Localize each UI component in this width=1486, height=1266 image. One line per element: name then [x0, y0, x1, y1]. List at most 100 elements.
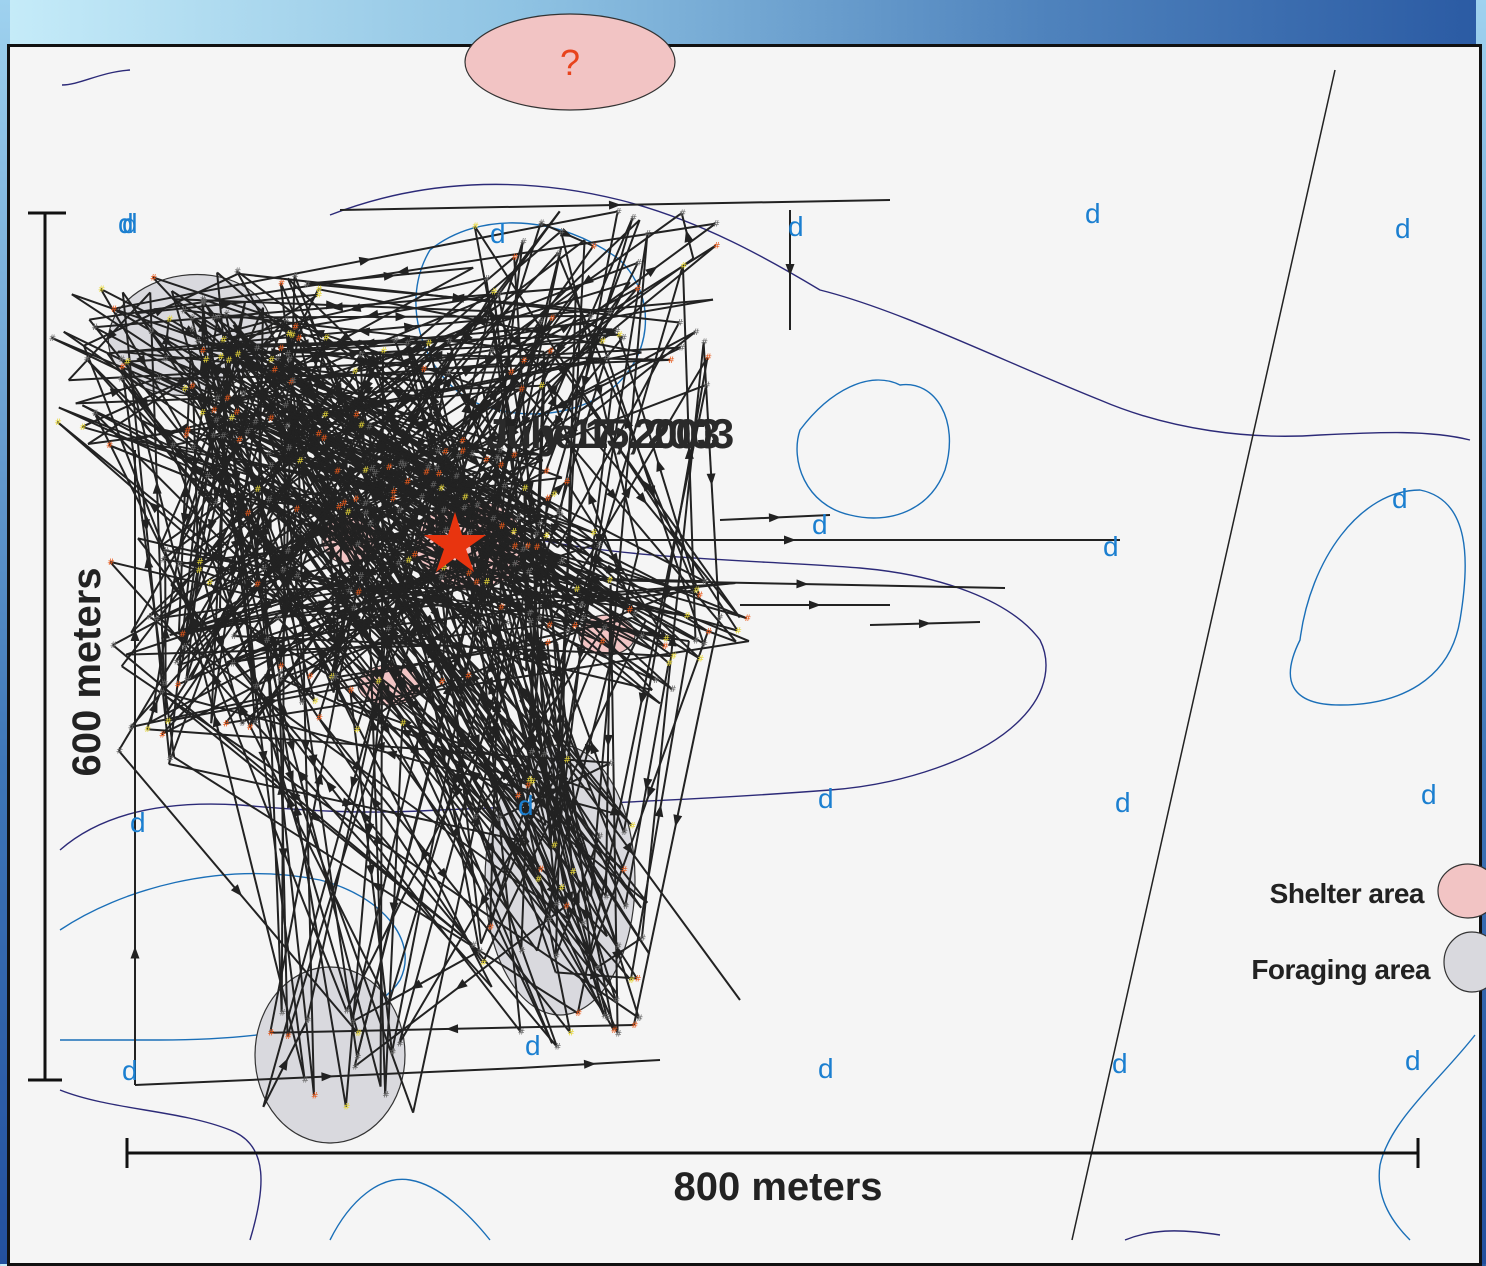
gps-fix-mark: #	[252, 718, 260, 728]
gps-fix-mark: #	[713, 220, 721, 230]
gps-fix-mark: #	[190, 444, 198, 454]
legend-shelter-label: Shelter area	[1270, 878, 1425, 909]
gps-fix-mark: #	[666, 659, 674, 669]
movement-tracks	[51, 199, 1120, 1114]
gps-fix-mark: #	[167, 755, 175, 765]
gps-fix-mark: #	[204, 472, 212, 482]
gps-fix-mark: #	[229, 660, 237, 670]
track-arrowhead	[403, 322, 417, 332]
gps-fix-mark: #	[529, 778, 537, 788]
gps-fix-mark: #	[354, 540, 362, 550]
gps-fix-mark: #	[555, 506, 563, 516]
track-arrowhead	[468, 568, 482, 578]
track-arrowhead	[401, 715, 412, 729]
track-arrowhead	[180, 485, 190, 498]
gps-fix-mark: #	[549, 314, 557, 324]
gps-fix-mark: #	[541, 750, 549, 760]
gps-fix-mark: #	[536, 614, 544, 624]
gps-fix-mark: #	[124, 358, 132, 368]
track-arrowhead	[658, 631, 672, 642]
gps-fix-mark: #	[684, 612, 692, 622]
gps-fix-mark: #	[520, 237, 528, 247]
gps-fix-mark: #	[106, 441, 114, 451]
gps-fix-mark: #	[601, 624, 609, 634]
gps-fix-mark: #	[312, 697, 320, 707]
legend-foraging-swatch	[1443, 931, 1486, 993]
track-arrowhead	[768, 513, 781, 523]
track-arrowhead	[467, 397, 478, 411]
gps-fix-mark: #	[462, 493, 470, 503]
track-arrowhead	[130, 946, 140, 959]
gps-fix-mark: #	[184, 426, 192, 436]
gps-fix-mark: #	[628, 976, 636, 986]
track-arrowhead	[198, 362, 211, 373]
gps-fix-mark: #	[350, 604, 358, 614]
gps-fix-mark: #	[606, 576, 614, 586]
gps-fix-mark: #	[703, 381, 711, 391]
gps-fix-mark: #	[234, 350, 242, 360]
track-arrowhead	[380, 638, 393, 648]
track-arrowhead	[438, 748, 447, 762]
gps-fix-mark: #	[389, 1048, 397, 1058]
gps-fix-mark: #	[277, 675, 285, 685]
track-arrowhead	[400, 395, 413, 405]
track-arrowhead	[194, 466, 206, 479]
track-arrowhead	[333, 591, 343, 605]
track-arrowhead	[588, 491, 597, 505]
gps-fix-mark: #	[511, 560, 519, 570]
gps-fix-mark: #	[705, 353, 713, 363]
gps-fix-mark: #	[679, 209, 687, 219]
track-arrowhead	[470, 812, 480, 825]
gps-fix-mark: #	[621, 865, 629, 875]
gps-fix-mark: #	[496, 290, 504, 300]
gps-fix-mark: #	[483, 455, 491, 465]
gps-fix-mark: #	[696, 591, 704, 601]
gps-fix-mark: #	[225, 356, 233, 366]
gps-fix-mark: #	[297, 456, 305, 466]
gps-fix-mark: #	[526, 609, 534, 619]
gps-fix-mark: #	[346, 587, 354, 597]
unknown-area-bubble	[464, 13, 676, 111]
gps-fix-mark: #	[118, 355, 126, 365]
track-arrowhead	[371, 882, 384, 893]
track-arrowhead	[351, 760, 365, 772]
legend: Shelter area Foraging area	[1251, 863, 1486, 993]
gps-fix-mark: #	[558, 884, 566, 894]
track-arrowhead	[365, 864, 375, 877]
track-arrowhead	[278, 1058, 288, 1071]
gps-fix-mark: #	[266, 495, 274, 505]
track-arrowhead	[606, 564, 619, 574]
gps-fix-mark: #	[254, 485, 262, 495]
gps-fix-mark: #	[621, 828, 629, 838]
gps-fix-mark: #	[511, 253, 519, 263]
gps-fix-mark: #	[224, 394, 232, 404]
track-arrowhead	[784, 535, 796, 545]
gps-fix-mark: #	[615, 942, 623, 952]
track-arrowhead	[621, 485, 632, 499]
track-arrowhead	[372, 741, 385, 751]
gps-fix-mark: #	[613, 996, 621, 1006]
marker-d: d	[1405, 1045, 1421, 1076]
gps-fix-mark: #	[438, 484, 446, 494]
gps-fix-mark: #	[511, 542, 519, 552]
track-arrowhead	[212, 714, 222, 728]
capture-site-star	[424, 512, 486, 572]
gps-fix-mark: #	[298, 698, 306, 708]
gps-fix-mark: #	[418, 493, 426, 503]
gps-fix-mark: #	[277, 344, 285, 354]
gps-fix-mark: #	[253, 682, 261, 692]
gps-fix-mark: #	[425, 339, 433, 349]
marker-d: d	[130, 807, 146, 838]
track-arrowhead	[410, 421, 424, 430]
track-arrowhead	[285, 770, 294, 784]
gps-fix-mark: #	[244, 428, 252, 438]
gps-fix-mark: #	[189, 314, 197, 324]
track-arrowhead	[428, 596, 441, 606]
track-arrowhead	[796, 579, 809, 589]
track-arrowhead	[286, 740, 295, 753]
gps-fix-mark: #	[268, 461, 276, 471]
gps-fix-mark: #	[176, 560, 184, 570]
track-arrowhead	[149, 700, 158, 714]
marker-d: d	[1115, 787, 1131, 818]
